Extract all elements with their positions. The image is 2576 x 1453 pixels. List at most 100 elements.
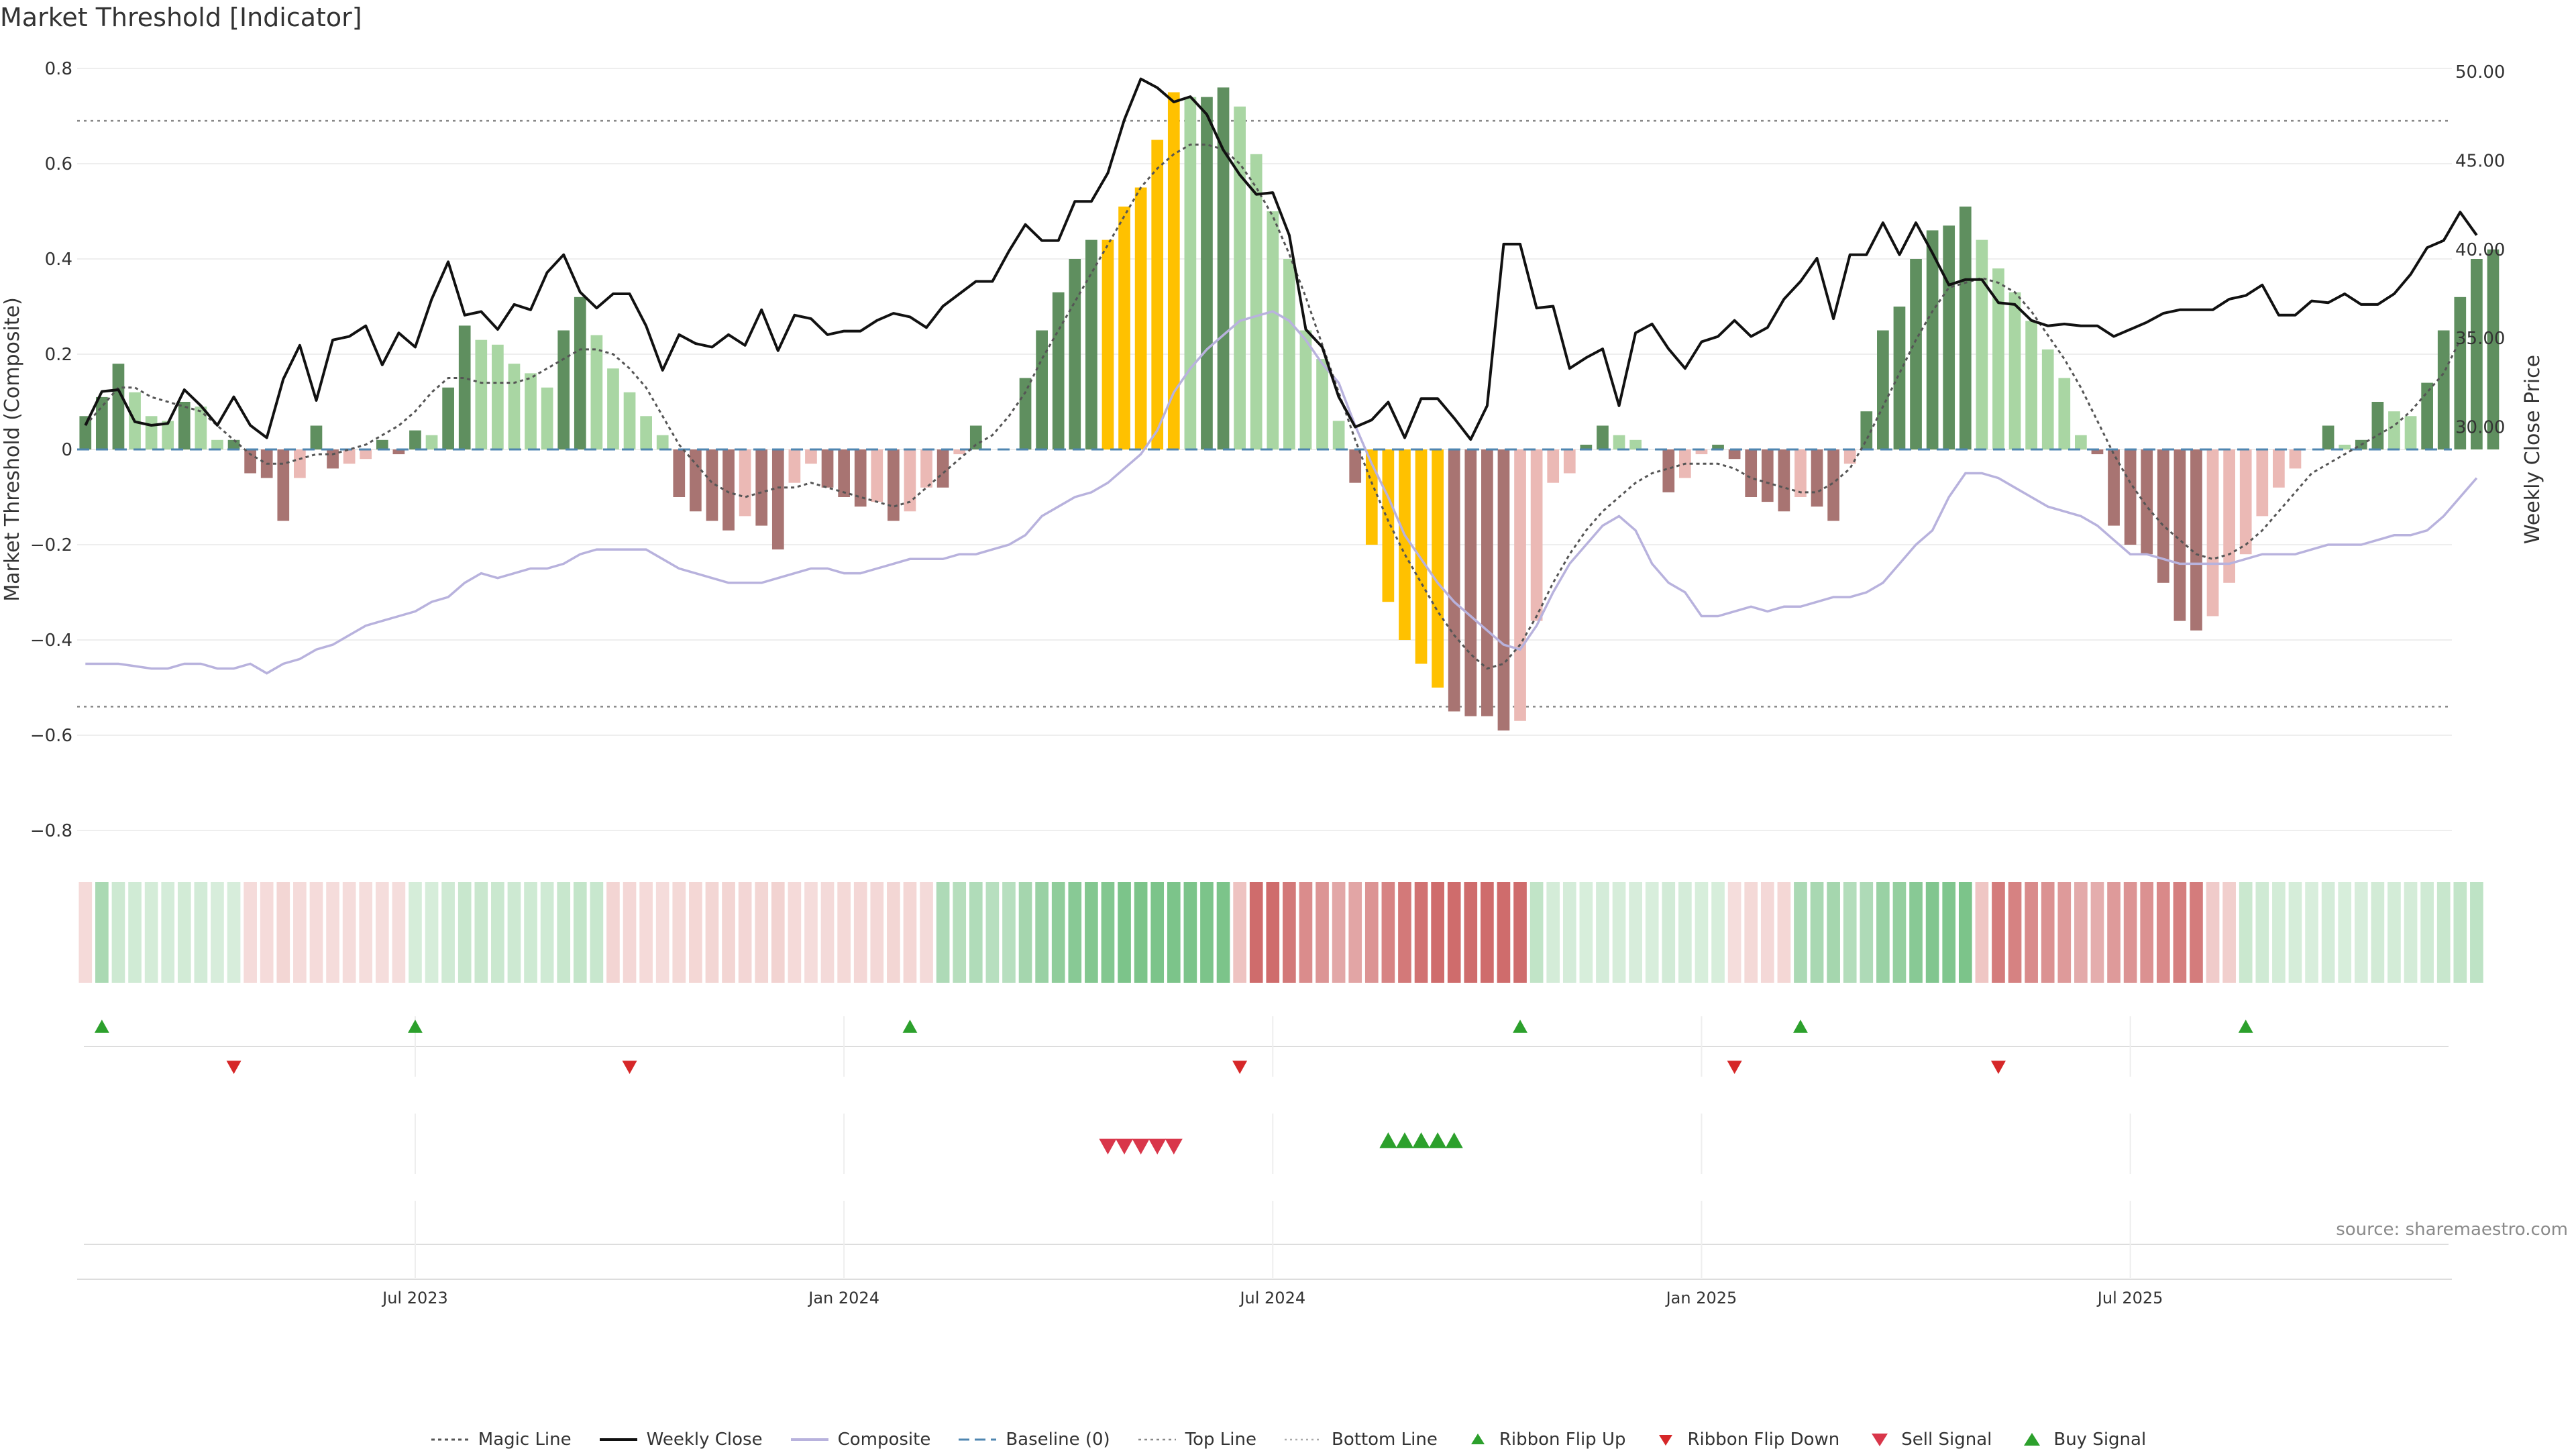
ribbon-cell [227,882,241,983]
bar [1151,140,1164,449]
left-tick-label: −0.2 [30,535,72,555]
ribbon-flip-down-marker [622,1061,637,1074]
ribbon-cell [1283,882,1296,983]
ribbon-cell [1662,882,1676,983]
ribbon-cell [1794,882,1807,983]
buy-signal-marker [1429,1132,1447,1148]
ribbon-flip-down-marker [1990,1061,2006,1074]
ribbon-cell [2008,882,2022,983]
ribbon-cell [1200,882,1214,983]
right-tick-label: 45.00 [2455,151,2505,171]
legend-swatch-flipup [1470,1434,1485,1444]
ribbon-cell [2041,882,2055,983]
ribbon-cell [1233,882,1246,983]
ribbon-cell [1860,882,1874,983]
legend-swatch-flipdown [1659,1435,1673,1446]
bar [1464,449,1477,716]
bar [788,449,801,483]
bar [821,449,834,488]
ribbon-cell [1827,882,1840,983]
ribbon-cell [804,882,818,983]
ribbon-cell [2387,882,2401,983]
ribbon-cell [2305,882,2318,983]
ribbon-cell [1134,882,1148,983]
buy-signal-marker [1445,1132,1463,1148]
bar [640,416,652,449]
ribbon-cell [1645,882,1659,983]
bar [1167,92,1180,449]
ribbon-cell [2156,882,2170,983]
ribbon-cell [2190,882,2203,983]
left-tick-label: 0.2 [45,345,72,365]
ribbon-cell [144,882,158,983]
ribbon-cell [788,882,802,983]
ribbon-cell [1744,882,1758,983]
ribbon-cell [458,882,472,983]
bar [1910,259,1922,449]
ribbon-cell [1513,882,1527,983]
ribbon-cell [870,882,884,983]
bar [1547,449,1560,483]
composite-line [85,310,2478,675]
bar [2124,449,2137,545]
legend-swatch-sell [1872,1434,1888,1446]
ribbon-cell [2123,882,2137,983]
right-axis-ticks: 50.00 45.00 40.00 35.00 30.00 [2455,62,2505,438]
legend-swatch-top [1138,1438,1176,1441]
bar [706,449,718,521]
bar [360,449,372,460]
ribbon-flip-up-marker [2238,1020,2253,1033]
bar [607,368,619,449]
legend-swatch-baseline [959,1438,997,1441]
ribbon-cell [1579,882,1593,983]
bar [1695,449,1708,455]
ribbon-cell [969,882,983,983]
bar [755,449,768,526]
legend-item-flipdown: Ribbon Flip Down [1652,1430,1839,1450]
bar [2108,449,2120,526]
ribbon-cell [985,882,1000,983]
bar [1118,206,1130,449]
ribbon-cell [540,882,554,983]
bar [936,449,949,488]
legend-label: Sell Signal [1901,1430,1992,1450]
bar [1399,449,1411,640]
ribbon-cell [1068,882,1082,983]
bar [2322,425,2334,449]
bar [2339,444,2351,449]
ribbon-cell [903,882,917,983]
ribbon-cell [722,882,735,983]
buy-signal-marker [1379,1132,1397,1148]
bar [2421,382,2433,449]
ribbon-cell [409,882,422,983]
ribbon-cell [639,882,653,983]
ribbon-cell [2206,882,2220,983]
ribbon-cell [326,882,339,983]
bar [1860,411,1873,449]
bar [294,449,306,478]
ribbon-cell [524,882,537,983]
ribbon-cell [1975,882,1989,983]
left-axis-ticks: 0.8 0.6 0.4 0.2 0 −0.2 −0.4 −0.6 −0.8 [30,59,72,841]
ribbon-cell [1464,882,1478,983]
ribbon-cell [2420,882,2434,983]
legend: Magic Line Weekly Close Composite Baseline … [0,1426,2576,1453]
legend-label: Bottom Line [1332,1430,1438,1450]
bar [1316,359,1328,449]
bar [2223,449,2235,583]
bar [1365,449,1378,545]
bar [2404,416,2417,449]
bar [920,449,932,488]
bar [1761,449,1774,502]
legend-swatch-buy [2024,1433,2041,1446]
legend-item-buy: Buy Signal [2019,1430,2146,1450]
bar [1481,449,1493,716]
ribbon-cell [1481,882,1494,983]
x-tick-label: Jul 2025 [2096,1289,2163,1307]
bar [854,449,867,507]
ribbon-cell [853,882,867,983]
bar [2437,330,2450,449]
bar [1530,449,1543,621]
left-tick-label: −0.4 [30,631,72,651]
bar [409,430,421,449]
